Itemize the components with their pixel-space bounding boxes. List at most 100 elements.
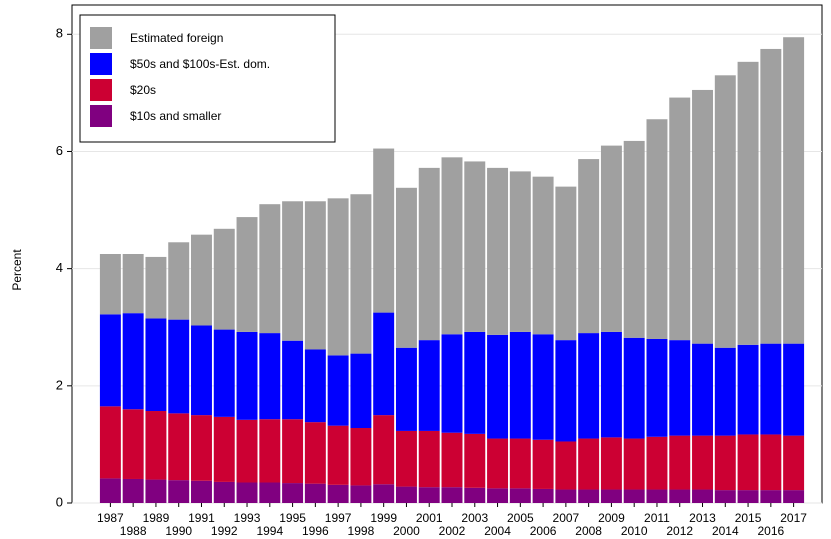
- bar-segment: [191, 234, 212, 326]
- bar-segment: [259, 333, 281, 420]
- legend-swatch: [90, 53, 112, 75]
- bar-segment: [737, 434, 759, 491]
- x-tick-label: 2001: [416, 511, 443, 525]
- bar-segment: [282, 340, 304, 420]
- bar-segment: [760, 48, 782, 344]
- bar-segment: [191, 415, 212, 481]
- bar-segment: [555, 186, 577, 341]
- x-tick-label: 1997: [325, 511, 352, 525]
- x-tick-label: 2002: [439, 524, 466, 538]
- x-tick-label: 2012: [666, 524, 693, 538]
- bar-segment: [692, 343, 713, 436]
- x-tick-label: 1990: [165, 524, 192, 538]
- y-tick-label: 8: [56, 26, 63, 41]
- bar-segment: [692, 435, 713, 490]
- bar-segment: [168, 480, 190, 503]
- bar-segment: [236, 331, 258, 420]
- bar-segment: [578, 159, 600, 334]
- bar-segment: [327, 484, 349, 503]
- x-tick-label: 2003: [461, 511, 488, 525]
- bar-segment: [122, 409, 144, 479]
- bar-segment: [714, 347, 736, 436]
- bar-segment: [692, 89, 713, 344]
- x-tick-label: 1999: [370, 511, 397, 525]
- bar-segment: [783, 435, 805, 491]
- bar-segment: [555, 340, 577, 442]
- legend-label: Estimated foreign: [130, 31, 223, 45]
- legend-swatch: [90, 27, 112, 49]
- bar-segment: [509, 438, 531, 489]
- bar-segment: [737, 490, 759, 503]
- x-tick-label: 2009: [598, 511, 625, 525]
- legend-label: $20s: [130, 83, 156, 97]
- bar-segment: [145, 256, 167, 319]
- bar-segment: [555, 441, 577, 490]
- bar-segment: [304, 483, 326, 503]
- bar-segment: [760, 490, 782, 503]
- bar-segment: [327, 355, 349, 426]
- bar-segment: [714, 435, 736, 491]
- bar-segment: [191, 480, 212, 503]
- bar-segment: [464, 487, 486, 503]
- bar-segment: [373, 484, 395, 503]
- x-tick-label: 2004: [484, 524, 511, 538]
- bar-segment: [259, 482, 281, 503]
- bar-segment: [532, 439, 554, 489]
- bar-segment: [623, 337, 645, 439]
- bar-segment: [304, 201, 326, 350]
- y-tick-label: 4: [56, 260, 63, 275]
- x-tick-label: 1996: [302, 524, 329, 538]
- x-tick-label: 1993: [234, 511, 261, 525]
- bar-segment: [350, 194, 372, 354]
- x-tick-label: 1991: [188, 511, 215, 525]
- legend-box: [79, 14, 336, 143]
- bar-segment: [464, 433, 486, 488]
- legend-label: $10s and smaller: [130, 109, 221, 123]
- x-tick-label: 1987: [97, 511, 124, 525]
- bar-segment: [213, 329, 235, 417]
- y-tick-label: 2: [56, 377, 63, 392]
- bar-segment: [669, 435, 691, 490]
- bar-segment: [600, 331, 622, 438]
- bar-segment: [418, 167, 440, 341]
- bar-segment: [259, 419, 281, 483]
- bar-segment: [350, 485, 372, 503]
- bar-segment: [578, 489, 600, 503]
- x-tick-label: 2006: [530, 524, 557, 538]
- bar-segment: [600, 489, 622, 503]
- x-tick-label: 2017: [780, 511, 807, 525]
- bar-segment: [646, 338, 668, 437]
- x-tick-label: 2014: [712, 524, 739, 538]
- bar-segment: [487, 438, 509, 489]
- bar-segment: [555, 489, 577, 503]
- x-tick-label: 2000: [393, 524, 420, 538]
- bar-segment: [350, 428, 372, 486]
- bar-segment: [783, 343, 805, 436]
- bar-segment: [122, 313, 144, 410]
- x-tick-label: 1989: [143, 511, 170, 525]
- bar-segment: [760, 434, 782, 491]
- bar-segment: [145, 479, 167, 503]
- bar-segment: [236, 482, 258, 503]
- bar-segment: [669, 489, 691, 503]
- bar-segment: [168, 319, 190, 414]
- bar-segment: [99, 478, 121, 503]
- x-tick-label: 2015: [735, 511, 762, 525]
- bar-segment: [373, 148, 395, 313]
- bar-segment: [487, 488, 509, 503]
- x-tick-label: 1998: [348, 524, 375, 538]
- bar-segment: [783, 490, 805, 503]
- bar-segment: [623, 140, 645, 338]
- legend-label: $50s and $100s-Est. dom.: [130, 57, 270, 71]
- bar-segment: [646, 489, 668, 503]
- bar-segment: [532, 488, 554, 503]
- bar-segment: [350, 353, 372, 429]
- bar-segment: [282, 201, 304, 341]
- bar-segment: [304, 422, 326, 484]
- legend-swatch: [90, 79, 112, 101]
- bar-segment: [168, 413, 190, 481]
- bar-segment: [395, 430, 417, 487]
- y-tick-label: 6: [56, 143, 63, 158]
- bar-segment: [714, 75, 736, 348]
